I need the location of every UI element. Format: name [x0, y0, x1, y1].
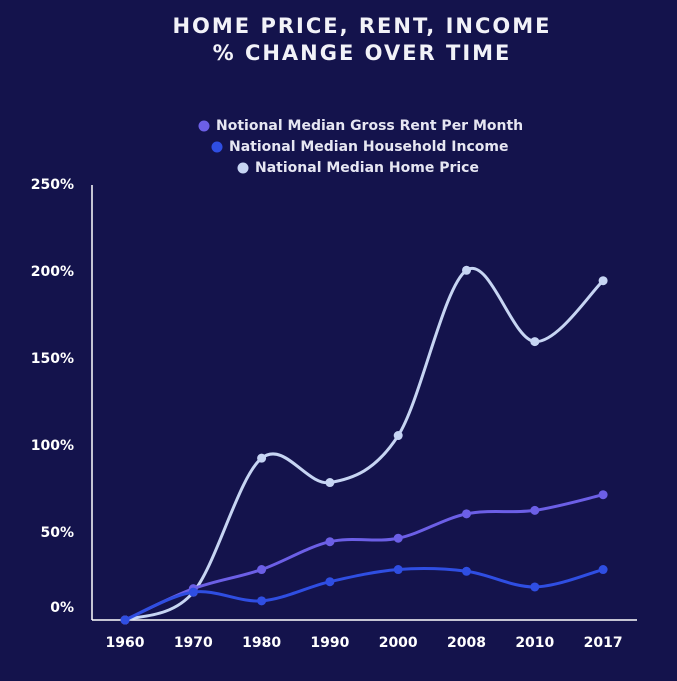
data-point	[120, 615, 130, 625]
series-line	[124, 567, 604, 622]
y-tick-label: 150%	[31, 351, 74, 367]
legend-label: National Median Household Income	[229, 139, 508, 155]
data-point	[393, 565, 403, 575]
x-tick-label: 2010	[515, 635, 554, 651]
chart-title: % CHANGE OVER TIME	[213, 41, 512, 65]
y-tick-label: 50%	[40, 525, 74, 541]
data-point	[462, 265, 471, 275]
data-point	[598, 276, 608, 286]
x-tick-label: 1990	[310, 635, 349, 651]
y-tick-label: 0%	[50, 600, 74, 616]
data-point	[325, 478, 335, 488]
data-point	[325, 577, 335, 587]
legend-marker	[198, 120, 210, 132]
data-point	[530, 582, 540, 592]
data-point	[598, 565, 608, 575]
legend-marker	[237, 162, 249, 174]
data-point	[188, 587, 198, 597]
series-line	[124, 493, 604, 622]
legend-label: National Median Home Price	[255, 160, 479, 176]
y-tick-label: 100%	[31, 438, 74, 454]
legend-marker	[211, 141, 223, 153]
x-tick-label: 1960	[106, 635, 145, 651]
data-point	[530, 505, 540, 515]
x-tick-label: 2017	[584, 635, 623, 651]
y-tick-label: 250%	[31, 177, 74, 193]
data-point	[257, 596, 267, 606]
x-tick-label: 2000	[379, 635, 418, 651]
x-tick-label: 1980	[242, 635, 281, 651]
x-tick-label: 2008	[447, 635, 486, 651]
data-point	[257, 565, 267, 575]
x-tick-label: 1970	[174, 635, 213, 651]
series-line	[124, 266, 605, 622]
data-point	[530, 337, 540, 347]
data-point	[393, 533, 403, 543]
chart-title: HOME PRICE, RENT, INCOME	[172, 14, 551, 38]
data-point	[325, 537, 335, 547]
data-point	[257, 453, 267, 463]
data-point	[393, 431, 403, 441]
data-point	[462, 566, 471, 576]
y-tick-label: 200%	[31, 264, 74, 280]
data-point	[598, 490, 608, 500]
data-point	[462, 509, 471, 519]
legend-label: Notional Median Gross Rent Per Month	[216, 118, 523, 134]
